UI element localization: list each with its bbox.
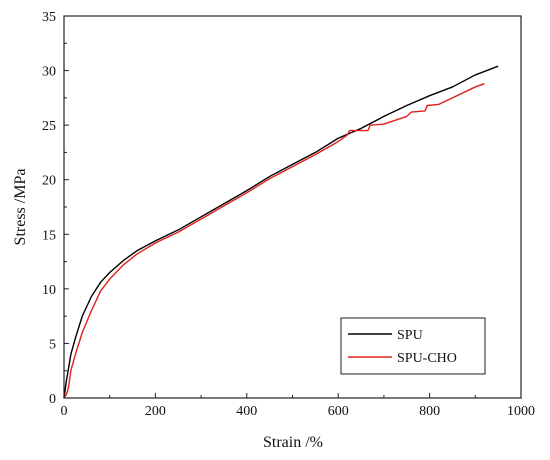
y-tick-label: 5 bbox=[49, 337, 56, 352]
x-tick-label: 200 bbox=[145, 404, 166, 419]
series-line-spu-cho bbox=[63, 83, 485, 399]
x-tick-label: 400 bbox=[236, 404, 257, 419]
y-tick-label: 25 bbox=[42, 119, 56, 134]
y-tick-label: 10 bbox=[42, 283, 56, 298]
y-tick-label: 0 bbox=[49, 392, 56, 407]
series-line-spu bbox=[63, 65, 499, 399]
x-axis: 0 200 400 600 800 1000 bbox=[61, 393, 535, 419]
y-tick-label: 15 bbox=[42, 228, 56, 243]
legend-label-spu-cho: SPU-CHO bbox=[397, 351, 457, 366]
y-tick-label: 35 bbox=[42, 10, 56, 25]
x-tick-label: 0 bbox=[61, 404, 68, 419]
y-axis: 0 5 10 15 20 25 30 35 bbox=[42, 10, 69, 407]
legend-label-spu: SPU bbox=[397, 328, 423, 343]
x-tick-label: 800 bbox=[419, 404, 440, 419]
x-tick-label: 1000 bbox=[507, 404, 535, 419]
y-tick-label: 20 bbox=[42, 174, 56, 189]
y-tick-label: 30 bbox=[42, 65, 56, 80]
x-axis-title: Strain /% bbox=[263, 434, 323, 451]
series-layer bbox=[63, 65, 499, 399]
legend-box bbox=[340, 317, 486, 375]
x-tick-label: 600 bbox=[328, 404, 349, 419]
y-axis-title: Stress /MPa bbox=[12, 169, 29, 246]
legend: SPU SPU-CHO bbox=[340, 317, 486, 375]
